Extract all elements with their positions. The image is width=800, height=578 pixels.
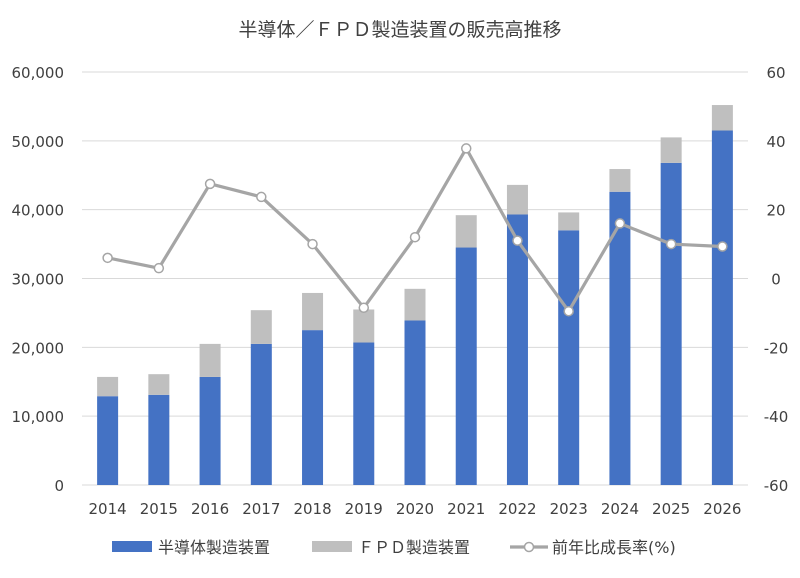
x-tick-label: 2021 xyxy=(447,500,485,518)
growth-point xyxy=(204,178,216,190)
y-right-tick-label: 20 xyxy=(766,202,785,220)
y-left-tick-label: 20,000 xyxy=(12,339,65,357)
x-tick-label: 2016 xyxy=(191,500,229,518)
bar-semiconductor xyxy=(660,162,682,486)
bar-semiconductor xyxy=(404,320,426,485)
y-left-tick-label: 30,000 xyxy=(12,271,65,289)
x-tick-label: 2017 xyxy=(242,500,280,518)
bar-fpd xyxy=(506,184,528,215)
y-right-tick-label: 60 xyxy=(766,64,785,82)
bar-semiconductor xyxy=(148,394,170,485)
bar-semiconductor xyxy=(711,130,733,485)
legend-label-semiconductor: 半導体製造装置 xyxy=(158,538,270,557)
x-tick-label: 2026 xyxy=(703,500,741,518)
bar-semiconductor xyxy=(558,230,580,485)
x-tick-label: 2020 xyxy=(396,500,434,518)
y-left-tick-label: 0 xyxy=(54,477,64,495)
bar-semiconductor xyxy=(506,214,528,486)
growth-point xyxy=(409,231,421,243)
bar-fpd xyxy=(148,374,170,395)
growth-point xyxy=(460,143,472,154)
bar-fpd xyxy=(199,343,221,377)
bar-fpd xyxy=(97,376,119,397)
growth-point xyxy=(512,235,523,246)
bar-fpd xyxy=(353,309,375,343)
growth-point xyxy=(153,262,165,274)
legend-swatch-semiconductor xyxy=(112,541,152,552)
growth-point xyxy=(256,191,267,203)
chart-title: 半導体／ＦＰＤ製造装置の販売高推移 xyxy=(238,19,561,41)
y-left-tick-label: 50,000 xyxy=(12,133,65,151)
bar-fpd xyxy=(250,310,272,344)
bar-fpd xyxy=(711,105,733,131)
growth-point xyxy=(563,305,574,317)
x-tick-label: 2024 xyxy=(601,500,639,518)
bar-semiconductor xyxy=(353,342,375,485)
y-right-tick-label: -60 xyxy=(764,477,789,495)
bar-semiconductor xyxy=(97,396,119,485)
legend-marker-growth xyxy=(523,541,535,553)
bar-fpd xyxy=(558,212,580,231)
legend-label-growth: 前年比成長率(%) xyxy=(552,538,676,557)
growth-point xyxy=(358,302,370,314)
bar-fpd xyxy=(609,169,631,192)
legend-swatch-fpd xyxy=(312,541,352,552)
bar-semiconductor xyxy=(250,343,272,485)
bar-semiconductor xyxy=(609,191,631,485)
y-left-tick-label: 10,000 xyxy=(12,408,65,426)
bar-semiconductor xyxy=(455,247,477,485)
bar-fpd xyxy=(455,215,477,248)
x-tick-label: 2014 xyxy=(89,500,127,518)
x-tick-label: 2025 xyxy=(652,500,690,518)
x-tick-label: 2018 xyxy=(293,500,331,518)
y-right-tick-label: -40 xyxy=(764,408,789,426)
growth-point xyxy=(717,241,728,252)
x-tick-label: 2022 xyxy=(498,500,536,518)
y-right-tick-label: 40 xyxy=(766,133,785,151)
bar-semiconductor xyxy=(199,376,221,485)
bar-fpd xyxy=(404,288,426,321)
bar-semiconductor xyxy=(302,330,324,485)
y-left-tick-label: 60,000 xyxy=(12,64,65,82)
legend-label-fpd: ＦＰＤ製造装置 xyxy=(358,538,470,557)
bar-fpd xyxy=(660,137,682,163)
y-left-tick-label: 40,000 xyxy=(12,202,65,220)
y-right-tick-label: 0 xyxy=(771,271,781,289)
growth-point xyxy=(102,252,113,264)
x-tick-label: 2015 xyxy=(140,500,178,518)
bar-fpd xyxy=(302,292,324,331)
growth-point xyxy=(307,238,318,250)
y-right-tick-label: -20 xyxy=(764,339,789,357)
growth-point xyxy=(614,218,626,229)
x-tick-label: 2023 xyxy=(550,500,588,518)
growth-point xyxy=(665,238,677,250)
x-tick-label: 2019 xyxy=(345,500,383,518)
